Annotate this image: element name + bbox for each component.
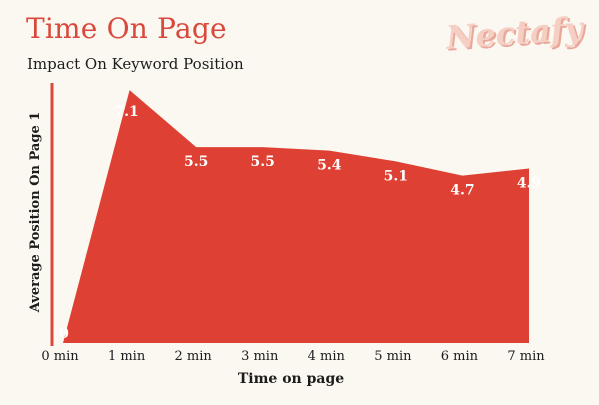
x-tick-label: 1 min [108,349,146,364]
chart-title: Time On Page [26,12,227,45]
data-labels: 0 7.1 5.5 5.5 5.4 5.1 4.7 4.9 [59,104,541,342]
x-tick-label: 3 min [241,349,279,364]
data-label: 5.1 [384,168,408,184]
x-tick-label: 6 min [441,349,479,364]
area-series [63,90,529,343]
data-label: 5.5 [184,154,208,170]
x-tick-label: 4 min [308,349,346,364]
data-label: 7.1 [114,104,138,120]
data-label: 4.9 [517,175,541,191]
x-tick-label: 0 min [41,349,79,364]
x-tick-label: 5 min [374,349,412,364]
data-label: 0 [59,326,69,342]
x-tick-labels: 0 min 1 min 2 min 3 min 4 min 5 min 6 min 7 min [41,349,545,364]
data-label: 5.4 [317,158,342,174]
x-axis-label: Time on page [238,371,344,387]
data-label: 5.5 [251,154,275,170]
x-tick-label: 2 min [175,349,213,364]
y-axis-label: Average Position On Page 1 [28,112,43,314]
x-tick-label: 7 min [507,349,545,364]
chart-subtitle: Impact On Keyword Position [27,55,244,73]
data-label: 4.7 [450,183,474,199]
